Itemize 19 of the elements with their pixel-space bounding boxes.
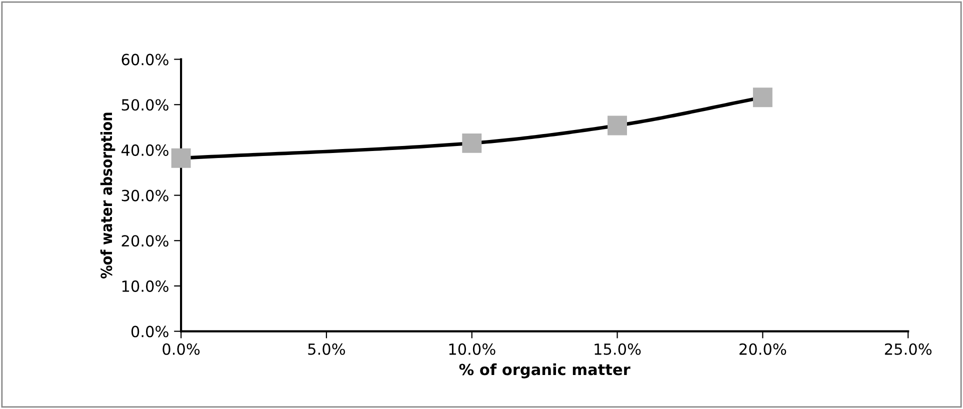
x-tick-label: 5.0% bbox=[308, 343, 346, 355]
x-tick-label: 0.0% bbox=[162, 343, 200, 355]
x-axis-title: % of organic matter bbox=[459, 363, 630, 378]
x-tick-label: 15.0% bbox=[594, 343, 641, 355]
y-tick-label: 50.0% bbox=[122, 99, 168, 111]
x-tick-label: 25.0% bbox=[884, 343, 932, 355]
y-tick-label: 40.0% bbox=[121, 144, 168, 156]
y-tick-label: 10.0% bbox=[122, 280, 168, 292]
y-tick-label: 60.0% bbox=[122, 54, 168, 66]
y-tick-label: 0.0% bbox=[131, 326, 168, 338]
point bbox=[752, 88, 772, 108]
x-tick-label: 10.0% bbox=[449, 343, 496, 355]
x-tick-label: 20.0% bbox=[740, 343, 786, 355]
point bbox=[462, 133, 482, 153]
y-tick-label: 30.0% bbox=[122, 190, 168, 202]
y-axis-title: %of water absorption bbox=[100, 112, 116, 278]
point bbox=[608, 116, 628, 136]
y-tick-label: 20.0% bbox=[122, 235, 168, 247]
point bbox=[171, 148, 191, 168]
